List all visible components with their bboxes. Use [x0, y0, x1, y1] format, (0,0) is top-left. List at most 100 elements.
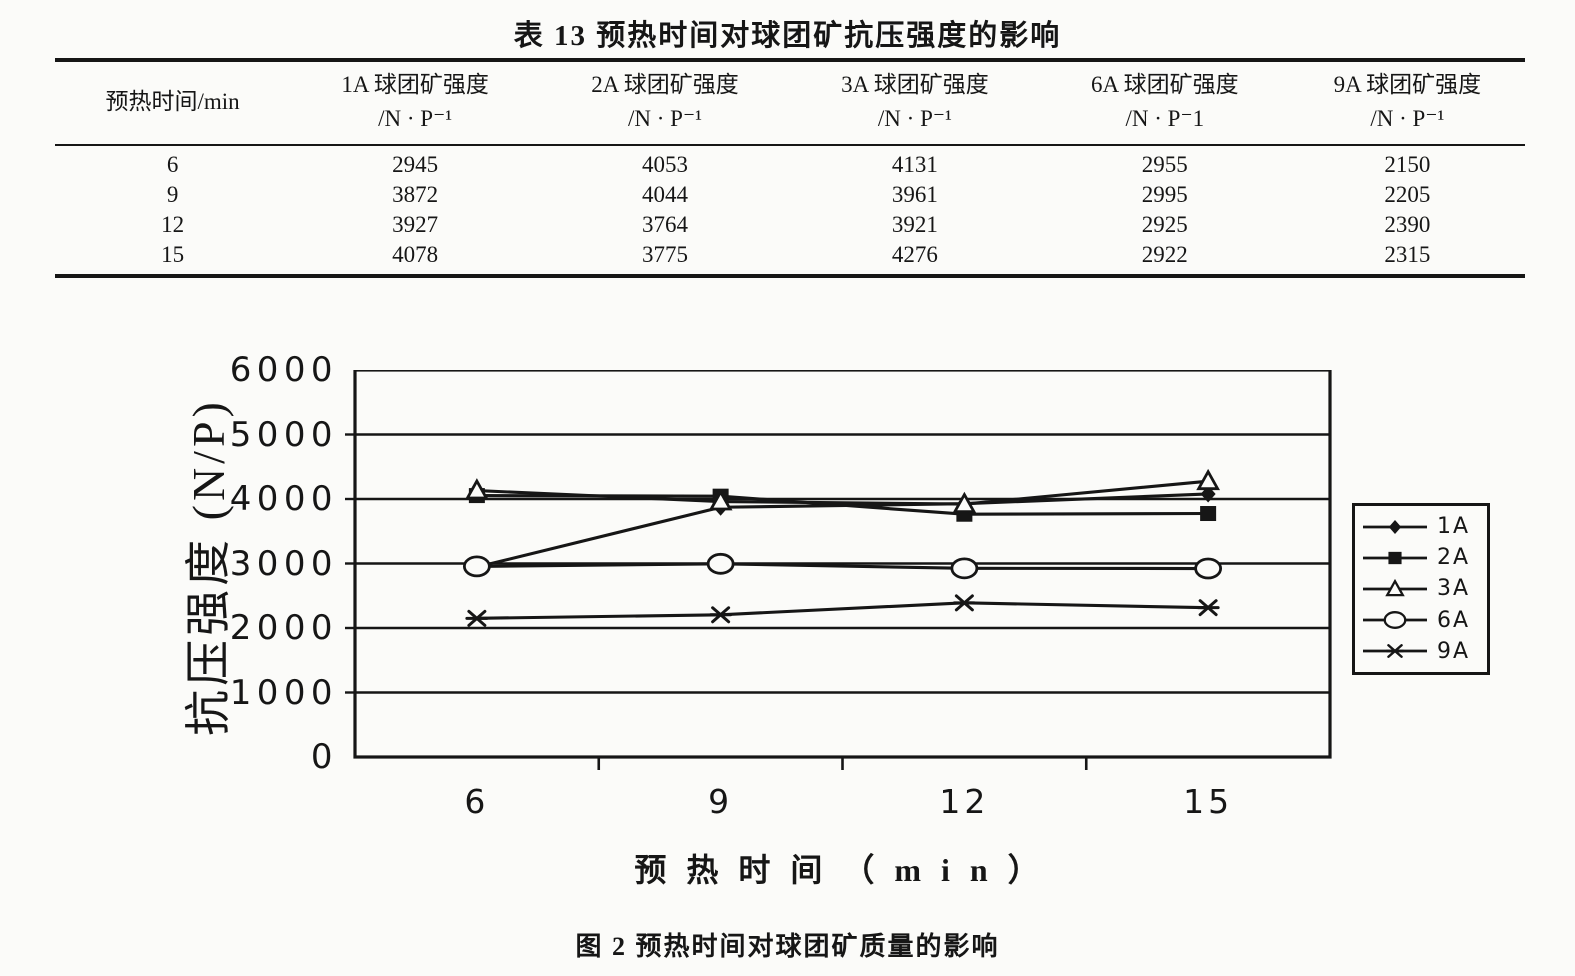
marker-diamond-filled-icon: [1388, 519, 1402, 534]
table-cell: 2922: [1141, 242, 1188, 267]
table-cell: 3961: [891, 182, 938, 207]
marker-triangle-open-icon: [708, 489, 733, 511]
legend-key-1A: [1363, 519, 1427, 534]
legend-item-9A: 9A: [1361, 638, 1481, 664]
marker-triangle-open-icon: [1385, 578, 1405, 597]
table-cell: 2945: [392, 152, 439, 177]
marker-circle-open-icon: [950, 557, 979, 580]
column-header-label: 9A 球团矿强度: [1333, 72, 1482, 97]
y-tick-label: 2000: [229, 608, 338, 648]
marker-square-filled-icon: [1388, 551, 1402, 564]
x-tick-label: 9: [708, 782, 734, 821]
legend-label: 6A: [1437, 607, 1471, 633]
table-cell: 2390: [1384, 212, 1431, 237]
x-axis-title: 预 热 时 间 （ m i n ）: [634, 852, 1046, 888]
legend-label: 9A: [1437, 638, 1471, 664]
legend-label: 1A: [1437, 514, 1471, 540]
marker-asterisk-icon: [467, 609, 487, 627]
marker-triangle-open-icon: [1196, 468, 1221, 491]
y-tick-label: 1000: [229, 672, 338, 713]
marker-asterisk-icon: [711, 606, 731, 624]
table-title: 表 13 预热时间对球团矿抗压强度的影响: [513, 20, 1062, 52]
y-tick-label: 6000: [229, 350, 338, 390]
column-header-unit: /N · P⁻¹: [1370, 106, 1445, 131]
x-tick-label: 12: [939, 782, 990, 821]
marker-square-filled-icon: [1200, 506, 1217, 522]
column-header: 3A 球团矿强度/N · P⁻¹: [790, 60, 1040, 145]
column-header-unit: /N · P⁻¹: [378, 106, 453, 131]
y-tick-label: 0: [310, 737, 338, 777]
column-header: 9A 球团矿强度/N · P⁻¹: [1290, 60, 1525, 145]
column-header-unit: /N · P⁻1: [1125, 106, 1205, 131]
column-header-label: 3A 球团矿强度: [841, 72, 989, 97]
column-header-label: 6A 球团矿强度: [1091, 72, 1239, 97]
column-header-label: 预热时间/min: [105, 89, 240, 114]
column-header: 2A 球团矿强度/N · P⁻¹: [540, 60, 790, 145]
table-cell: 2315: [1384, 242, 1431, 267]
marker-diamond-filled-icon: [1200, 485, 1216, 503]
legend-label: 3A: [1437, 576, 1471, 602]
table-row: 12 3927 3764 3921 2925 2390: [55, 210, 1525, 240]
table-row: 9 3872 4044 3961 2995 2205: [55, 180, 1525, 210]
table-wrap: 预热时间/min 1A 球团矿强度/N · P⁻¹ 2A 球团矿强度/N · P⁻¹…: [55, 58, 1525, 278]
legend-item-3A: 3A: [1361, 576, 1481, 602]
legend-item-1A: 1A: [1361, 514, 1481, 540]
legend-label: 2A: [1437, 545, 1471, 571]
marker-asterisk-icon: [1198, 599, 1218, 617]
data-table: 预热时间/min 1A 球团矿强度/N · P⁻¹ 2A 球团矿强度/N · P⁻¹…: [55, 58, 1525, 278]
marker-circle-open-icon: [1194, 557, 1223, 580]
table-cell: 2955: [1141, 152, 1188, 177]
column-header: 6A 球团矿强度/N · P⁻1: [1040, 60, 1290, 145]
table-cell: 6: [166, 152, 179, 177]
column-header-label: 1A 球团矿强度: [341, 72, 489, 97]
marker-circle-open-icon: [706, 552, 735, 575]
table-cell: 2995: [1141, 182, 1188, 207]
x-tick-label: 15: [1183, 782, 1234, 821]
column-header: 预热时间/min: [55, 60, 290, 145]
table-cell: 3764: [642, 212, 689, 237]
table-cell: 2205: [1384, 182, 1431, 207]
legend-key-6A: [1363, 611, 1427, 630]
table-cell: 3927: [392, 212, 439, 237]
marker-circle-open-icon: [462, 555, 491, 578]
table-cell: 4078: [392, 242, 439, 267]
column-header: 1A 球团矿强度/N · P⁻¹: [290, 60, 540, 145]
table-cell: 4131: [891, 152, 938, 177]
chart-legend: 1A 2A 3A 6A 9A: [1352, 503, 1490, 675]
y-tick-label: 4000: [229, 479, 338, 519]
table-cell: 2925: [1141, 212, 1188, 237]
column-header-unit: /N · P⁻¹: [877, 106, 952, 131]
series-line-3A: [476, 479, 1209, 506]
table-cell: 3872: [392, 182, 439, 207]
legend-item-2A: 2A: [1361, 545, 1481, 571]
marker-circle-open-icon: [1383, 611, 1407, 630]
chart-plot-area: [345, 370, 1332, 770]
marker-asterisk-icon: [954, 594, 974, 612]
column-header-unit: /N · P⁻¹: [628, 106, 703, 131]
figure-caption: 图 2 预热时间对球团矿质量的影响: [575, 932, 1000, 961]
marker-triangle-open-icon: [464, 478, 489, 500]
table-cell: 9: [166, 182, 179, 207]
series-line-9A: [476, 601, 1209, 620]
table-cell: 2150: [1384, 152, 1431, 177]
y-tick-label: 5000: [229, 414, 338, 455]
legend-key-9A: [1363, 644, 1427, 659]
x-tick-label: 6: [464, 782, 490, 821]
table-cell: 4053: [642, 152, 689, 177]
legend-key-3A: [1363, 578, 1427, 597]
table-row: 6 2945 4053 4131 2955 2150: [55, 145, 1525, 180]
y-tick-label: 3000: [229, 543, 338, 584]
column-header-label: 2A 球团矿强度: [591, 72, 739, 97]
table-cell: 4044: [642, 182, 689, 207]
table-row: 15 4078 3775 4276 2922 2315: [55, 240, 1525, 276]
legend-key-2A: [1363, 551, 1427, 564]
marker-asterisk-icon: [1387, 644, 1403, 659]
table-cell: 3775: [642, 242, 689, 267]
table-cell: 15: [161, 242, 185, 267]
legend-item-6A: 6A: [1361, 607, 1481, 633]
series-line-6A: [476, 562, 1209, 571]
table-cell: 3921: [891, 212, 938, 237]
table-header: 预热时间/min 1A 球团矿强度/N · P⁻¹ 2A 球团矿强度/N · P⁻¹…: [55, 60, 1525, 145]
table-cell: 12: [161, 212, 185, 237]
